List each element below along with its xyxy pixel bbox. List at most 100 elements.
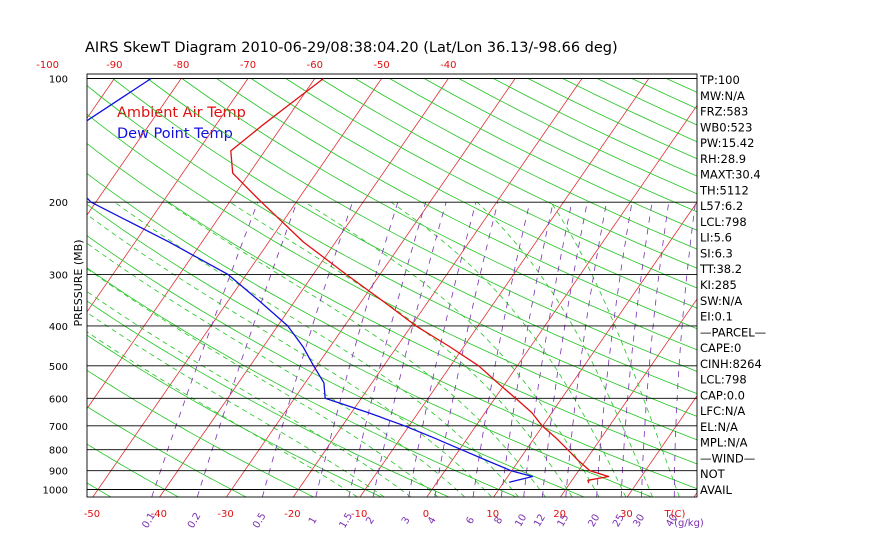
dry-adiabat-line xyxy=(86,334,382,498)
index-entry: CAP:0.0 xyxy=(700,388,745,402)
top-temp-tick-label: -40 xyxy=(440,60,456,71)
temp-tick-label: -10 xyxy=(351,509,367,520)
temp-tick-label: -30 xyxy=(217,509,233,520)
sounding-profiles xyxy=(86,77,610,484)
mixing-ratio-line xyxy=(500,202,554,497)
dry-adiabat-line xyxy=(631,78,698,109)
mixing-ratio-line xyxy=(196,202,298,498)
pressure-tick-label: 800 xyxy=(49,446,68,457)
index-entry: CINH:8264 xyxy=(700,357,762,371)
dry-adiabat-line xyxy=(493,78,698,177)
index-entry: MAXT:30.4 xyxy=(700,168,761,182)
y-axis-label: PRESSURE (MB) xyxy=(72,240,85,327)
mixing-ratio-label: 10 xyxy=(513,512,529,529)
isotherm-line xyxy=(493,202,698,498)
mixing-ratio-label: 8 xyxy=(493,515,506,526)
dry-adiabat-line xyxy=(86,369,314,498)
dry-adiabat-line xyxy=(666,78,698,93)
moist-adiabat-line xyxy=(476,201,653,498)
plot-frame xyxy=(86,73,698,498)
axis-labels: 0.1 0.2 0.5 1 1.5 2 3 4 6 8 10 12 15 20 25 30 4010020030… xyxy=(36,60,704,530)
mixing-ratio-line xyxy=(641,202,670,497)
dry-adiabat-line xyxy=(424,78,698,213)
top-temp-tick-label: -100 xyxy=(36,60,59,71)
mixing-ratio-unit: (g/kg) xyxy=(674,518,704,529)
mixing-ratio-line xyxy=(523,202,573,498)
index-entry: MPL:N/A xyxy=(700,436,748,450)
temp-tick-label: 20 xyxy=(553,509,566,520)
isotherm-line xyxy=(693,492,698,498)
pressure-tick-label: 500 xyxy=(49,362,68,373)
index-entry: RH:28.9 xyxy=(700,152,746,166)
index-entry: FRZ:583 xyxy=(700,105,748,119)
ambient-temp-line xyxy=(230,77,610,484)
isotherm-line xyxy=(86,78,316,409)
dry-adiabat-line xyxy=(86,173,698,490)
moist-adiabat-line xyxy=(166,201,546,498)
mixing-ratio-line xyxy=(565,202,607,497)
dry-adiabat-line xyxy=(147,78,698,372)
top-temp-tick-label: -70 xyxy=(240,60,256,71)
temp-tick-label: 10 xyxy=(486,509,499,520)
index-entry: LI:5.6 xyxy=(700,231,732,245)
moist-adiabat-lines xyxy=(86,201,680,498)
moist-adiabat-line xyxy=(86,331,358,498)
mixing-ratio-label: 4 xyxy=(426,515,439,526)
index-entry: L57:6.2 xyxy=(700,199,743,213)
moist-adiabat-line xyxy=(86,242,466,498)
dry-adiabat-line xyxy=(86,482,112,498)
moist-adiabat-line xyxy=(86,291,412,498)
mixing-ratio-label: 30 xyxy=(631,512,647,529)
isotherm-line xyxy=(86,78,115,119)
index-entry: CAPE:0 xyxy=(700,341,741,355)
temp-tick-label: -40 xyxy=(151,509,167,520)
dry-adiabat-line xyxy=(86,267,517,498)
index-entry: LCL:798 xyxy=(700,373,747,387)
isotherm-line xyxy=(159,78,449,498)
mixing-ratio-lines xyxy=(151,202,696,498)
temp-tick-label: -20 xyxy=(284,509,300,520)
dry-adiabat-line xyxy=(354,78,698,250)
dry-adiabat-line xyxy=(458,78,698,195)
dry-adiabat-line xyxy=(389,78,698,231)
mixing-ratio-line xyxy=(434,202,499,498)
dew-point-line xyxy=(86,77,534,483)
dry-adiabat-line xyxy=(86,113,698,441)
moist-adiabat-line xyxy=(86,268,439,498)
dry-adiabat-line xyxy=(320,78,698,269)
isotherm-line xyxy=(86,78,249,313)
mixing-ratio-line xyxy=(151,202,259,498)
index-entry: MW:N/A xyxy=(700,89,745,103)
dry-adiabat-line xyxy=(112,78,698,394)
index-entry: WB0:523 xyxy=(700,120,752,134)
index-entry: TH:5112 xyxy=(699,183,749,197)
temp-tick-label: 30 xyxy=(620,509,633,520)
mixing-ratio-line xyxy=(262,202,353,498)
mixing-ratio-label: 20 xyxy=(586,512,602,529)
mixing-ratio-line xyxy=(542,202,588,498)
index-entry: PW:15.42 xyxy=(700,136,754,150)
dry-adiabat-line xyxy=(86,406,247,498)
dry-adiabat-line xyxy=(86,203,652,498)
top-temp-tick-label: -90 xyxy=(106,60,122,71)
mixing-ratio-line xyxy=(408,202,477,497)
dry-adiabat-line xyxy=(86,300,450,498)
index-entry: —WIND— xyxy=(700,451,755,465)
mixing-ratio-label: 0.2 xyxy=(186,511,203,530)
temp-tick-label: -50 xyxy=(84,509,100,520)
index-entry: LFC:N/A xyxy=(700,404,745,418)
dry-adiabat-line xyxy=(216,78,698,330)
pressure-tick-label: 100 xyxy=(49,75,68,86)
mixing-ratio-line xyxy=(673,202,696,497)
index-entry: SI:6.3 xyxy=(700,246,733,260)
index-entry: KI:285 xyxy=(700,278,737,292)
isotherm-line xyxy=(626,395,698,498)
mixing-ratio-label: 6 xyxy=(464,515,477,526)
mixing-ratio-line xyxy=(315,202,399,498)
dry-adiabat-line xyxy=(527,78,698,160)
index-entry: NOT xyxy=(700,467,726,481)
index-entry: SW:N/A xyxy=(700,294,742,308)
isotherm-line xyxy=(226,78,516,498)
isotherm-line xyxy=(292,78,583,498)
